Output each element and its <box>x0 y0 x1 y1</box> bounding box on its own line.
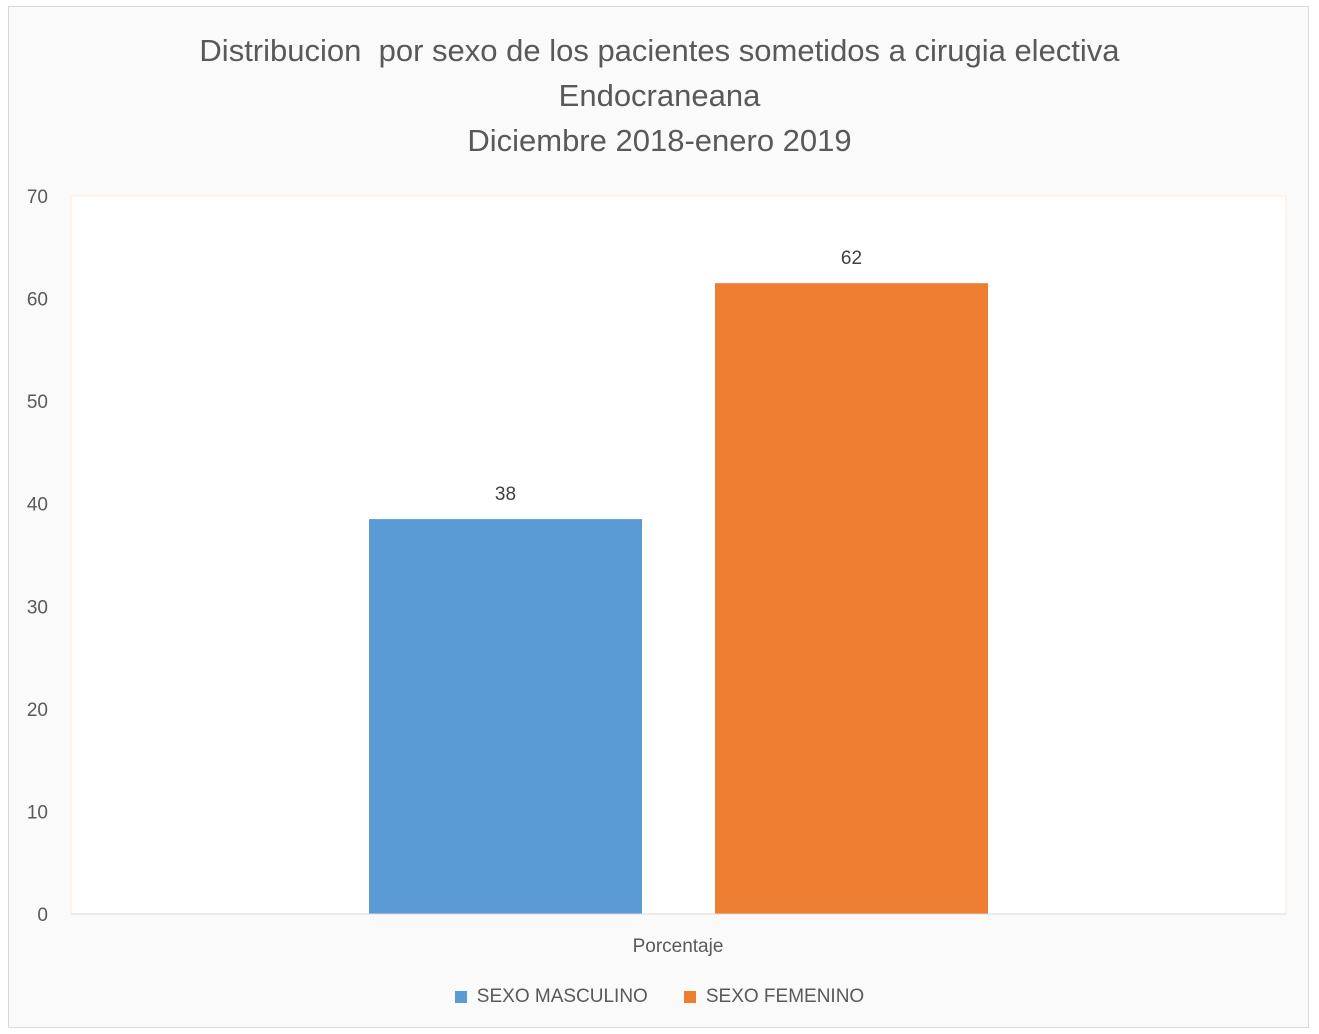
data-label-masculino: 38 <box>495 484 516 505</box>
y-tick-label: 50 <box>27 392 48 413</box>
chart-title-line-2: Endocraneana <box>558 78 761 113</box>
chart-title: Distribucion por sexo de los pacientes s… <box>0 28 1319 163</box>
legend-item-masculino: SEXO MASCULINO <box>454 986 648 1008</box>
legend-label-femenino: SEXO FEMENINO <box>705 986 865 1007</box>
chart-title-line-3: Diciembre 2018-enero 2019 <box>467 123 852 158</box>
chart-title-line-1: Distribucion por sexo de los pacientes s… <box>199 33 1120 68</box>
y-tick-label: 60 <box>27 290 48 311</box>
legend-item-femenino: SEXO FEMENINO <box>683 986 865 1008</box>
y-tick-label: 10 <box>27 802 48 823</box>
y-tick-label: 0 <box>37 905 48 926</box>
data-label-femenino: 62 <box>841 248 862 269</box>
y-axis: 0 10 20 30 40 50 60 70 <box>27 187 48 926</box>
y-tick-label: 40 <box>27 495 48 516</box>
x-tick-label: Porcentaje <box>633 936 724 957</box>
legend-swatch-masculino <box>454 991 467 1003</box>
bar-masculino <box>369 519 642 914</box>
bar-femenino <box>715 283 988 915</box>
y-tick-label: 70 <box>27 187 48 208</box>
legend-label-masculino: SEXO MASCULINO <box>476 986 648 1007</box>
legend: SEXO MASCULINO SEXO FEMENINO <box>0 986 1319 1008</box>
y-tick-label: 20 <box>27 700 48 721</box>
plot-area <box>70 195 1287 915</box>
bar-series: 38 62 <box>369 248 988 915</box>
y-tick-label: 30 <box>27 597 48 618</box>
legend-swatch-femenino <box>683 991 696 1003</box>
